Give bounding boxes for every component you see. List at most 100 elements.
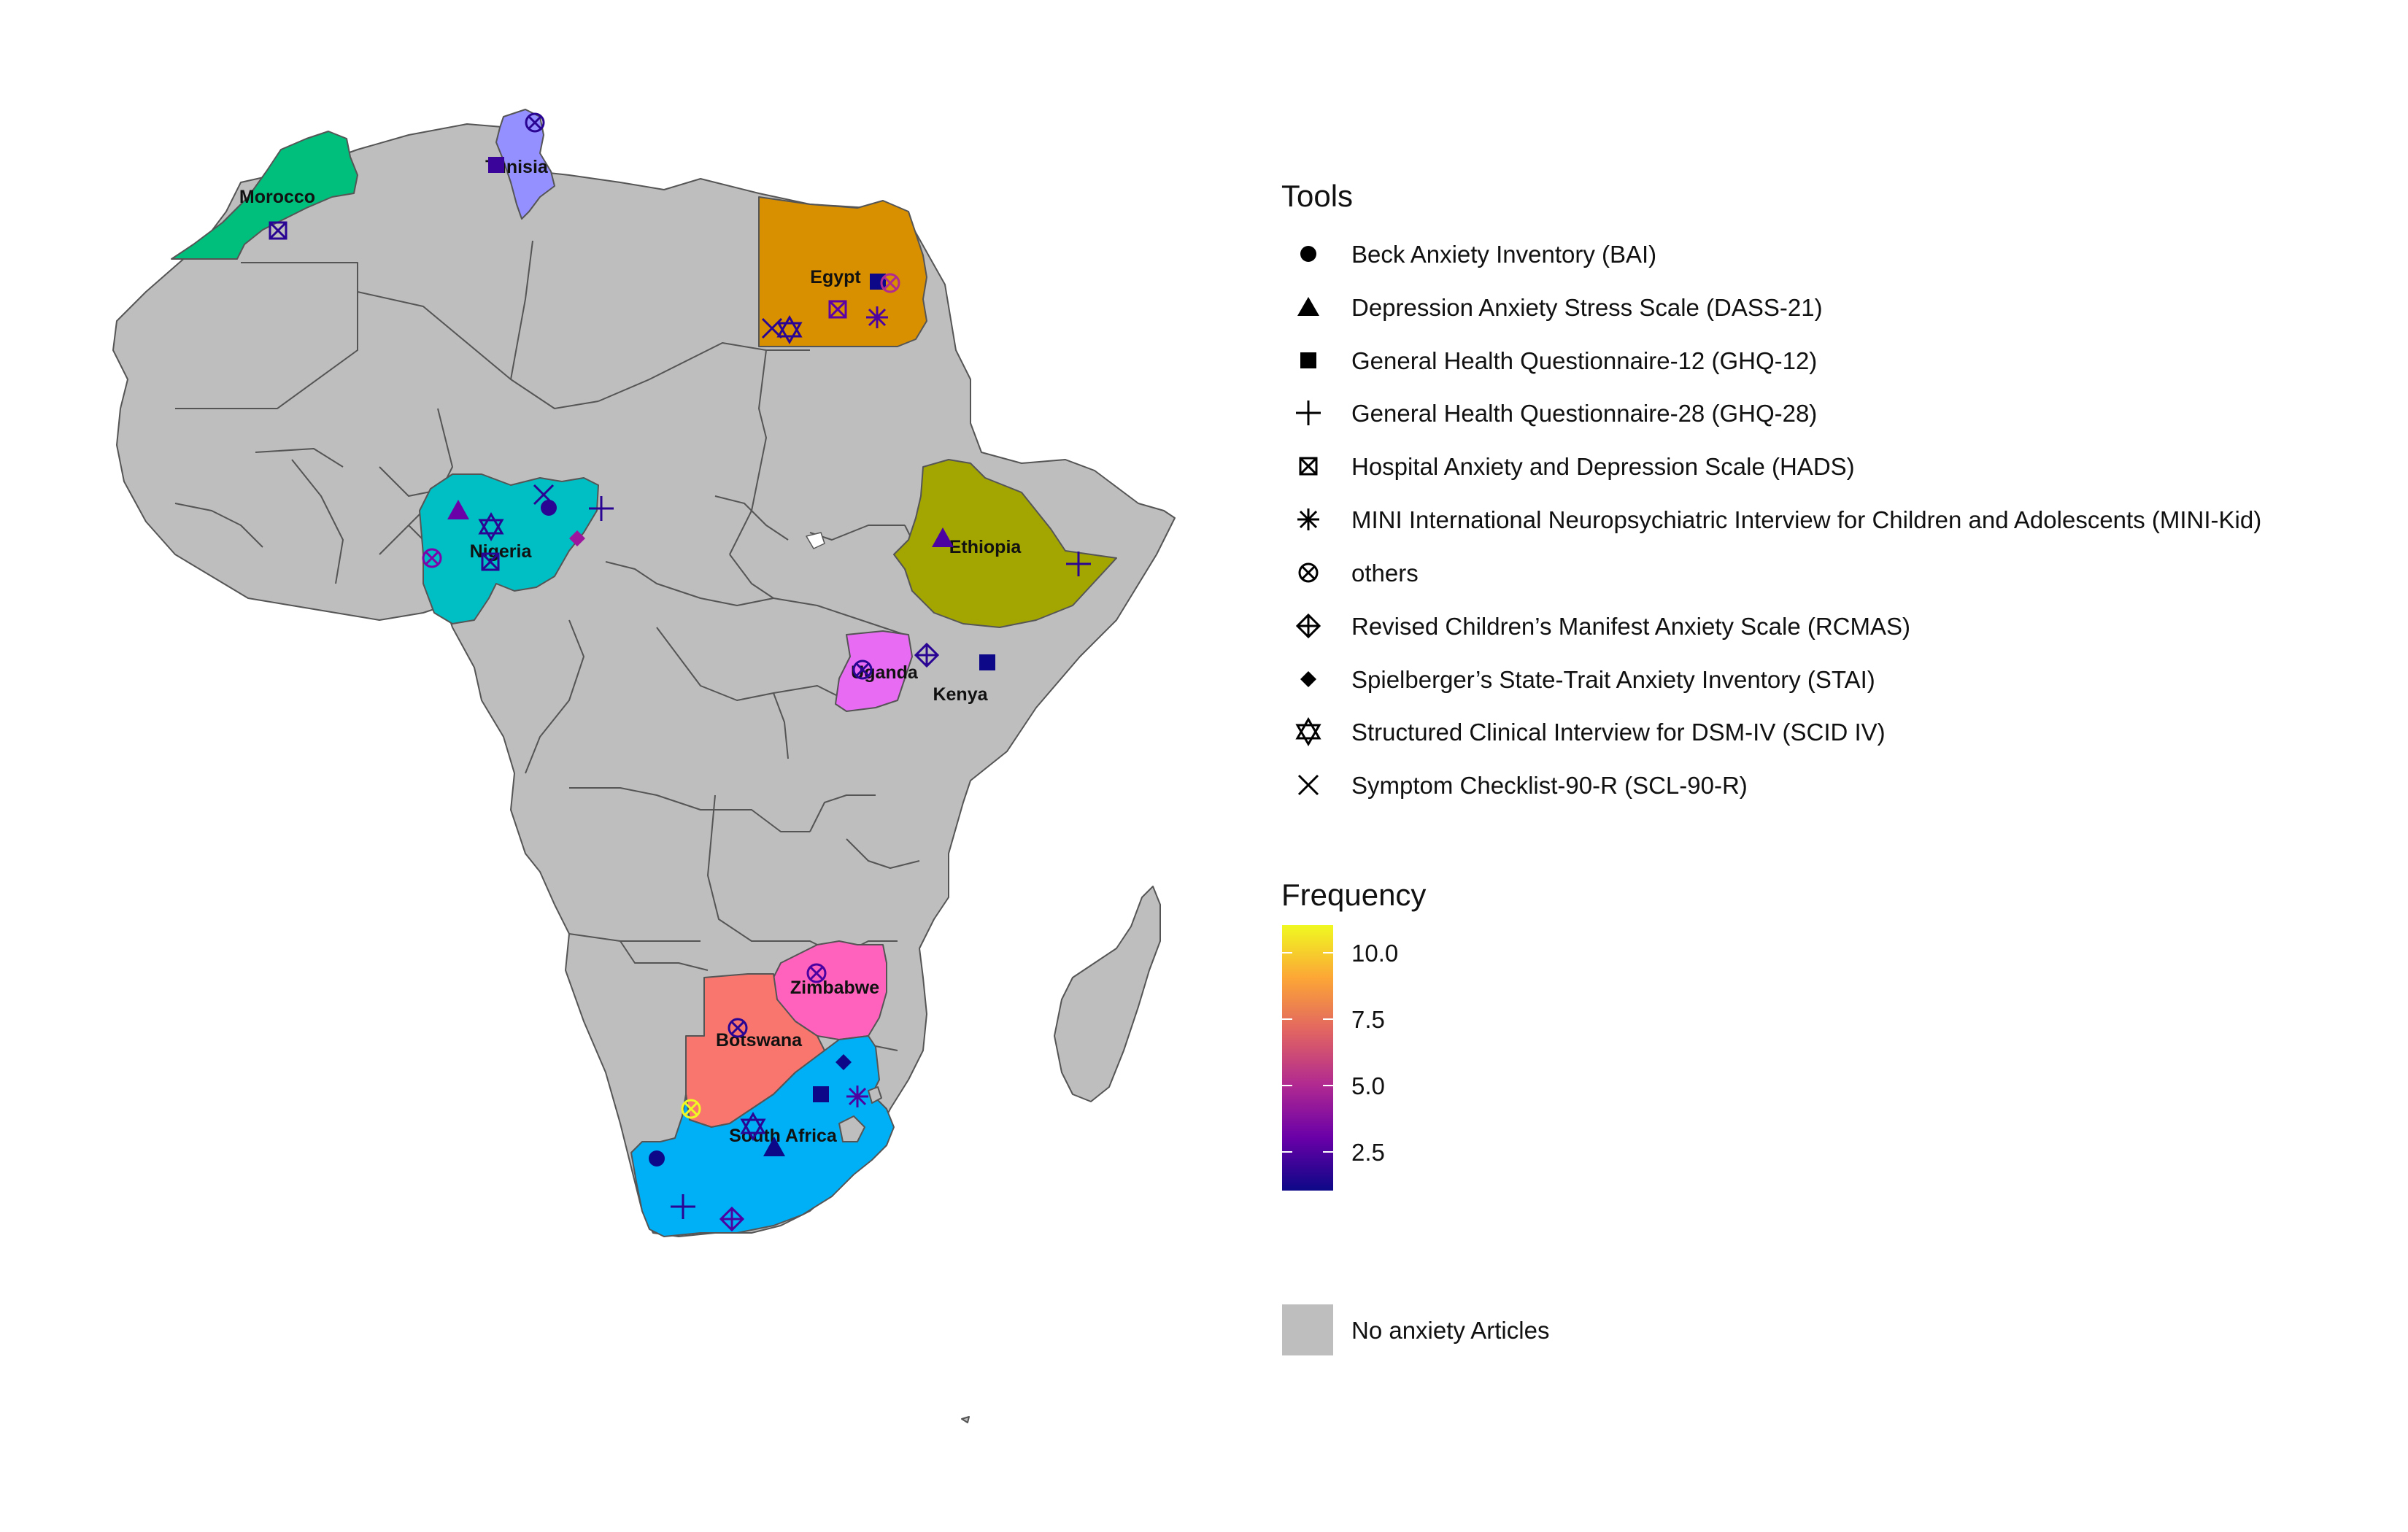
legend-item-stai: Spielberger’s State-Trait Anxiety Invent… xyxy=(1300,666,1875,693)
country-ethiopia[interactable] xyxy=(893,459,1117,628)
others-marker-zimbabwe xyxy=(806,963,827,983)
dass-marker-nigeria xyxy=(447,500,469,519)
others-marker-egypt xyxy=(880,273,900,293)
tools-legend-title: Tools xyxy=(1281,179,1353,213)
ghq12-marker-south-africa xyxy=(813,1086,829,1102)
frequency-tick-2-5: 2.5 xyxy=(1351,1139,1385,1166)
frequency-tick-marks xyxy=(1282,952,1333,1153)
rcmas-marker-uganda xyxy=(914,642,940,668)
label-kenya: Kenya xyxy=(933,684,988,705)
no-articles-legend: No anxiety Articles xyxy=(1282,1304,1549,1355)
legend-label-minikid: MINI International Neuropsychiatric Inte… xyxy=(1351,506,2261,533)
legend-label-hads: Hospital Anxiety and Depression Scale (H… xyxy=(1351,453,1855,480)
country-morocco[interactable] xyxy=(171,131,358,260)
stai-marker-nigeria xyxy=(569,530,585,546)
legend-label-others: others xyxy=(1351,560,1419,587)
country-uganda[interactable] xyxy=(835,630,913,712)
label-morocco: Morocco xyxy=(239,187,315,207)
legend-label-rcmas: Revised Children’s Manifest Anxiety Scal… xyxy=(1351,613,1910,640)
legend-label-scl90: Symptom Checklist-90-R (SCL-90-R) xyxy=(1351,772,1748,799)
legend-item-hads: Hospital Anxiety and Depression Scale (H… xyxy=(1299,453,1855,480)
no-articles-label: No anxiety Articles xyxy=(1351,1317,1549,1344)
legend-label-ghq28: General Health Questionnaire-28 (GHQ-28) xyxy=(1351,400,1817,427)
filled-diamond-icon xyxy=(1300,671,1316,687)
bai-marker-south-africa xyxy=(649,1150,665,1167)
continent-outline xyxy=(112,123,1176,1237)
legend-item-bai: Beck Anxiety Inventory (BAI) xyxy=(1300,241,1656,268)
africa-map xyxy=(112,123,1176,1423)
legend-label-bai: Beck Anxiety Inventory (BAI) xyxy=(1351,241,1656,268)
ghq12-marker-kenya xyxy=(979,654,995,670)
lake xyxy=(806,532,825,549)
frequency-tick-5: 5.0 xyxy=(1351,1072,1385,1099)
star-of-david-icon xyxy=(1295,716,1321,747)
legend-label-scid: Structured Clinical Interview for DSM-IV… xyxy=(1351,719,1886,746)
frequency-legend: Frequency 10.0 7.5 5.0 2.5 xyxy=(1281,878,1426,1191)
label-egypt: Egypt xyxy=(810,267,861,287)
highlighted-countries xyxy=(171,109,1117,1237)
filled-circle-icon xyxy=(1300,246,1316,262)
ghq28-marker-south-africa xyxy=(671,1194,695,1219)
others-marker-tunisia xyxy=(525,112,545,133)
others-marker-uganda xyxy=(852,659,873,680)
scid-marker-nigeria xyxy=(478,511,504,542)
frequency-legend-title: Frequency xyxy=(1281,878,1426,912)
legend-label-dass21: Depression Anxiety Stress Scale (DASS-21… xyxy=(1351,294,1823,321)
label-botswana: Botswana xyxy=(716,1030,803,1051)
legend-item-others: others xyxy=(1298,560,1419,587)
stai-marker-south-africa xyxy=(836,1054,852,1070)
scid-marker-egypt xyxy=(776,314,803,345)
hads-marker-nigeria xyxy=(481,552,500,571)
country-tunisia[interactable] xyxy=(495,109,555,220)
rcmas-marker-south-africa xyxy=(719,1206,745,1232)
legend-item-dass21: Depression Anxiety Stress Scale (DASS-21… xyxy=(1297,294,1823,321)
plus-icon xyxy=(1296,401,1321,425)
madagascar xyxy=(1054,886,1161,1102)
tool-markers xyxy=(269,112,1091,1232)
frequency-color-bar xyxy=(1282,925,1333,1191)
lesotho xyxy=(838,1115,865,1142)
label-nigeria: Nigeria xyxy=(470,541,533,562)
others-marker-botswana xyxy=(728,1018,748,1038)
socotra-dot xyxy=(961,1416,970,1423)
ghq28-marker-ethiopia xyxy=(1066,552,1091,576)
others-marker-nigeria xyxy=(422,548,442,568)
legend-label-ghq12: General Health Questionnaire-12 (GHQ-12) xyxy=(1351,347,1817,374)
dass-marker-south-africa xyxy=(763,1137,785,1156)
filled-triangle-icon xyxy=(1297,297,1319,316)
no-articles-swatch xyxy=(1282,1304,1333,1355)
legend-item-scl90: Symptom Checklist-90-R (SCL-90-R) xyxy=(1297,772,1748,799)
label-ethiopia: Ethiopia xyxy=(949,537,1022,557)
legend-item-scid: Structured Clinical Interview for DSM-IV… xyxy=(1295,716,1886,747)
minikid-marker-egypt xyxy=(866,306,888,328)
legend-item-minikid: MINI International Neuropsychiatric Inte… xyxy=(1297,506,2261,533)
frequency-tick-10: 10.0 xyxy=(1351,940,1398,967)
hads-marker-morocco xyxy=(269,221,288,240)
ghq28-marker-nigeria xyxy=(589,496,614,521)
legend-item-ghq28: General Health Questionnaire-28 (GHQ-28) xyxy=(1296,400,1817,427)
filled-square-icon xyxy=(1300,352,1316,368)
legend-item-ghq12: General Health Questionnaire-12 (GHQ-12) xyxy=(1300,347,1817,374)
asterisk-icon xyxy=(1297,508,1319,530)
others-marker-south-africa xyxy=(681,1099,701,1119)
country-south-africa[interactable] xyxy=(630,1035,895,1237)
scid-marker-south-africa xyxy=(740,1111,766,1142)
legend-item-rcmas: Revised Children’s Manifest Anxiety Scal… xyxy=(1295,613,1910,640)
frequency-tick-7-5: 7.5 xyxy=(1351,1006,1385,1033)
label-zimbabwe: Zimbabwe xyxy=(790,978,879,998)
circle-cross-icon xyxy=(1298,562,1319,583)
eswatini xyxy=(868,1086,882,1104)
hads-marker-egypt xyxy=(828,300,847,319)
diamond-plus-icon xyxy=(1295,613,1321,639)
square-cross-icon xyxy=(1299,457,1318,476)
tools-legend: Tools Beck Anxiety Inventory (BAI) Depre… xyxy=(1281,179,2261,799)
country-labels: Morocco Tunisia Egypt Nigeria Ethiopia U… xyxy=(239,157,1022,1146)
minikid-marker-south-africa xyxy=(846,1086,868,1107)
bai-marker-nigeria xyxy=(541,500,557,516)
x-cross-icon xyxy=(1297,774,1319,796)
dass-marker-ethiopia xyxy=(932,527,954,547)
ghq12-marker-tunisia xyxy=(488,157,504,173)
legend-label-stai: Spielberger’s State-Trait Anxiety Invent… xyxy=(1351,666,1875,693)
country-borders xyxy=(174,240,1000,1051)
